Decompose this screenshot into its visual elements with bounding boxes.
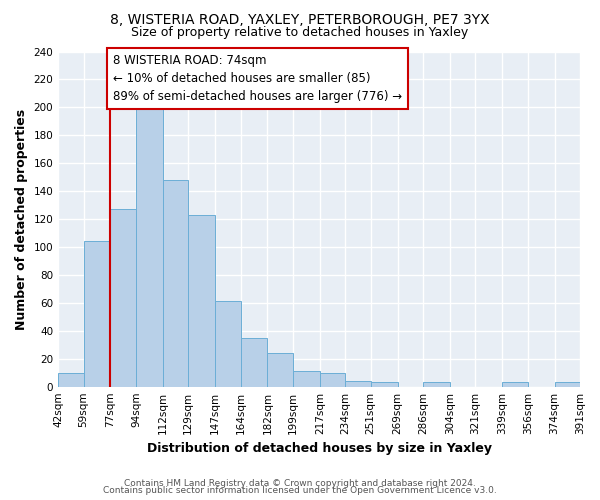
Bar <box>188 215 215 386</box>
Bar <box>136 109 163 386</box>
Bar <box>110 210 136 386</box>
Y-axis label: Number of detached properties: Number of detached properties <box>15 108 28 330</box>
Text: Contains HM Land Registry data © Crown copyright and database right 2024.: Contains HM Land Registry data © Crown c… <box>124 478 476 488</box>
Bar <box>58 372 83 386</box>
Text: Contains public sector information licensed under the Open Government Licence v3: Contains public sector information licen… <box>103 486 497 495</box>
Bar <box>268 353 293 386</box>
Bar <box>241 338 268 386</box>
Text: 8 WISTERIA ROAD: 74sqm
← 10% of detached houses are smaller (85)
89% of semi-det: 8 WISTERIA ROAD: 74sqm ← 10% of detached… <box>113 54 402 104</box>
Bar <box>215 302 241 386</box>
Bar <box>163 180 188 386</box>
Bar <box>320 372 345 386</box>
Bar <box>83 242 110 386</box>
Bar <box>423 382 450 386</box>
Bar <box>554 382 580 386</box>
Bar <box>371 382 398 386</box>
Bar <box>345 381 371 386</box>
Text: 8, WISTERIA ROAD, YAXLEY, PETERBOROUGH, PE7 3YX: 8, WISTERIA ROAD, YAXLEY, PETERBOROUGH, … <box>110 12 490 26</box>
Text: Size of property relative to detached houses in Yaxley: Size of property relative to detached ho… <box>131 26 469 39</box>
X-axis label: Distribution of detached houses by size in Yaxley: Distribution of detached houses by size … <box>146 442 491 455</box>
Bar <box>502 382 527 386</box>
Bar <box>293 372 320 386</box>
